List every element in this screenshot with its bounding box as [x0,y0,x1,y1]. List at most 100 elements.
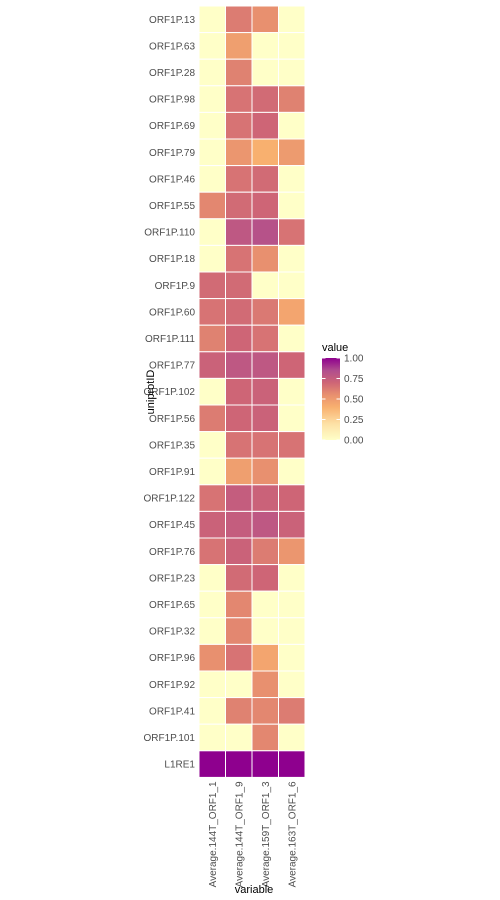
heatmap-cell [225,457,253,486]
y-tick-label: ORF1P.91 [149,467,195,478]
heatmap-cell [278,324,306,353]
heatmap-cell [198,617,226,645]
heatmap-cell [198,643,226,672]
heatmap-cell [198,244,226,273]
heatmap-cell [278,298,306,326]
y-tick-label: ORF1P.55 [149,201,195,212]
legend-tick-label: 0.25 [344,415,364,426]
y-tick-label: ORF1P.77 [149,361,195,372]
heatmap-cell [251,191,279,220]
heatmap-cell [225,165,253,193]
heatmap-cell [198,351,226,379]
heatmap-cell [251,5,279,34]
heatmap-cell [225,697,253,725]
y-tick-label: ORF1P.111 [145,334,195,345]
heatmap-cell [278,697,306,725]
heatmap-cell [198,590,226,619]
heatmap-cell [225,58,253,87]
legend-ticks: 0.00 0.25 0.50 0.75 1.00 [322,354,364,447]
heatmap-cell [278,643,306,672]
heatmap-cell [198,85,226,113]
heatmap-cell [251,58,279,87]
legend-tick-label: 0.75 [344,374,364,385]
heatmap-cell [278,537,306,566]
heatmap-cell [278,58,306,87]
heatmap-cell [251,218,279,246]
heatmap-cell [251,111,279,140]
y-tick-label: ORF1P.122 [143,494,195,505]
heatmap-cell [278,5,306,34]
heatmap-cell [225,590,253,619]
heatmap-cell [251,670,279,699]
heatmap-cell [278,85,306,113]
heatmap-cell [278,32,306,60]
heatmap-cell [198,484,226,512]
x-tick-label: Average.144T_ORF1_1 [208,781,219,887]
heatmap-cell [198,138,226,167]
heatmap-cell [198,111,226,140]
heatmap-cell [251,457,279,486]
heatmap-cell [278,457,306,486]
heatmap-cell [225,564,253,592]
heatmap-cell [198,377,226,406]
heatmap-cell [251,351,279,379]
heatmap-cell [198,723,226,752]
y-tick-label: ORF1P.28 [149,68,195,79]
heatmap-cell [278,377,306,406]
heatmap-cell [251,324,279,353]
y-axis-tick-labels: ORF1P.13 ORF1P.63 ORF1P.28 ORF1P.98 ORF1P.69… [143,15,195,771]
heatmap-cell [251,723,279,752]
heatmap-cell [198,32,226,60]
color-legend: value 0.00 0.25 0.50 0.75 1.00 [322,342,364,447]
legend-tick-label: 1.00 [344,354,364,365]
heatmap-cell [278,138,306,167]
heatmap-cell [278,165,306,193]
heatmap-cell [225,351,253,379]
heatmap-cell [251,510,279,539]
heatmap-cell [251,85,279,113]
heatmap-cell [198,165,226,193]
heatmap-cell [251,271,279,300]
heatmap-cell [251,165,279,193]
heatmap-cell [251,138,279,167]
y-tick-label: ORF1P.102 [143,387,195,398]
heatmap-cell [278,617,306,645]
heatmap-cell [278,590,306,619]
y-tick-label: ORF1P.46 [149,174,195,185]
y-tick-label: ORF1P.79 [149,148,195,159]
heatmap-cell [278,191,306,220]
y-tick-label: ORF1P.101 [143,733,195,744]
x-tick-label: Average.159T_ORF1_3 [261,781,272,887]
x-axis-title: variable [235,884,274,896]
y-tick-label: ORF1P.110 [144,228,195,239]
y-tick-label: ORF1P.35 [149,440,195,451]
y-tick-label: ORF1P.56 [149,414,195,425]
heatmap-cell [225,510,253,539]
heatmap-cell [278,404,306,433]
y-tick-label: ORF1P.9 [155,281,196,292]
heatmap-cell [198,670,226,699]
y-tick-label: ORF1P.98 [149,95,195,106]
y-tick-label: ORF1P.96 [149,653,195,664]
heatmap-cell [225,431,253,459]
heatmap-cell [198,324,226,353]
heatmap-cell [198,191,226,220]
heatmap-cell [198,298,226,326]
y-tick-label: ORF1P.45 [149,520,195,531]
heatmap-cell [278,510,306,539]
heatmap-cell [225,643,253,672]
x-tick-label: Average.163T_ORF1_6 [287,781,298,887]
heatmap-cell [251,377,279,406]
heatmap-cell [251,697,279,725]
heatmap-cell [251,431,279,459]
y-tick-label: ORF1P.76 [149,547,195,558]
heatmap-cell [278,111,306,140]
heatmap-cell [225,85,253,113]
heatmap-cell [251,32,279,60]
x-axis-tick-labels: Average.144T_ORF1_1 Average.144T_ORF1_9 Av… [208,781,299,887]
heatmap-cell [225,670,253,699]
heatmap-cell [278,564,306,592]
y-tick-label: L1RE1 [164,760,195,771]
y-tick-label: ORF1P.13 [149,15,195,26]
